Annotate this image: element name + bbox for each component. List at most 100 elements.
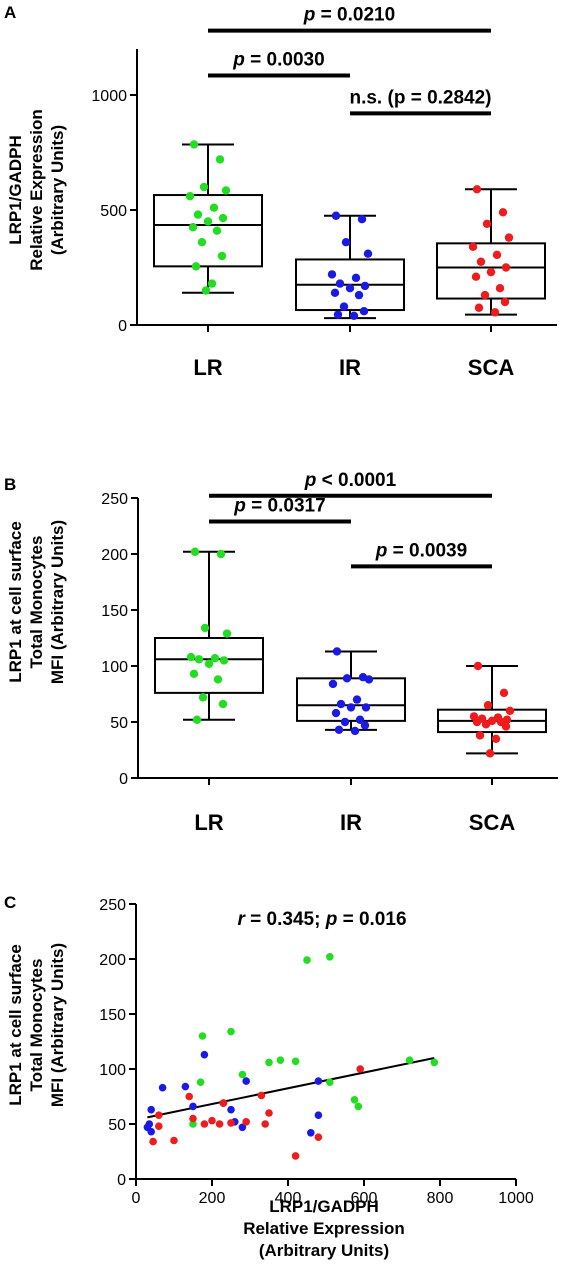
data-point: [215, 155, 225, 164]
data-point: [360, 721, 370, 730]
data-point: [481, 720, 491, 729]
scatter-point: [314, 1111, 323, 1119]
significance-label: p = 0.0030: [232, 49, 324, 70]
data-point: [363, 249, 373, 258]
data-point: [199, 182, 209, 192]
panel-a-letter: A: [4, 3, 16, 22]
significance-label-prefix: p: [233, 496, 246, 517]
panel-c-ylabel-3: MFI (Arbitrary Units): [48, 943, 67, 1107]
scatter-point: [155, 1122, 163, 1130]
scatter-point: [242, 1118, 250, 1126]
panel-c: C LRP1 at cell surface Total Monocytes M…: [4, 893, 534, 1260]
category-label: IR: [340, 810, 362, 835]
scatter-point: [208, 1116, 216, 1125]
scatter-point: [147, 1105, 155, 1114]
data-point: [188, 223, 198, 232]
data-point: [349, 311, 359, 320]
y-tick-label: 0: [117, 1172, 126, 1189]
data-point: [468, 242, 478, 251]
data-point: [505, 706, 515, 715]
data-point: [500, 297, 510, 307]
data-point: [472, 185, 482, 194]
data-point: [190, 547, 200, 556]
scatter-point: [314, 1077, 323, 1085]
data-point: [346, 703, 356, 712]
significance-label-value: = 0.0210: [315, 5, 395, 26]
data-point: [472, 717, 482, 727]
scatter-point: [354, 1102, 363, 1111]
y-tick-label: 50: [110, 715, 128, 732]
scatter-point: [158, 1083, 167, 1092]
data-point: [491, 734, 501, 743]
category-label: SCA: [469, 810, 516, 835]
data-point: [213, 675, 223, 684]
data-point: [342, 674, 352, 683]
data-point: [355, 715, 365, 724]
correlation-annotation-part: = 0.345;: [245, 909, 326, 930]
data-point: [364, 675, 374, 684]
scatter-point: [257, 1091, 266, 1100]
scatter-point: [265, 1058, 273, 1067]
x-tick-label: 1000: [498, 1190, 534, 1207]
data-point: [359, 307, 369, 316]
data-point: [210, 653, 220, 663]
box-iqr: [154, 637, 264, 694]
significance-label: p = 0.0317: [233, 496, 325, 517]
scatter-point: [227, 1119, 235, 1127]
scatter-point: [291, 1152, 300, 1160]
data-point: [334, 725, 344, 735]
data-point: [200, 623, 210, 633]
data-point: [474, 303, 484, 312]
data-point: [354, 290, 364, 300]
data-point: [194, 655, 204, 664]
correlation-annotation: r = 0.345; p = 0.016: [237, 909, 406, 930]
data-point: [192, 715, 202, 724]
x-tick-label: 0: [132, 1190, 141, 1207]
panel-c-plot: 0 50 100 150 200 250 0 200 400 600 800 1000 r = 0.34…: [99, 897, 534, 1207]
data-point: [471, 272, 481, 281]
scatter-point: [189, 1102, 197, 1111]
y-tick-label: 500: [100, 203, 127, 220]
data-point: [331, 708, 341, 718]
x-tick-label: 800: [427, 1190, 454, 1207]
y-tick-label: 100: [101, 659, 128, 676]
correlation-annotation-part: r: [237, 909, 246, 930]
correlation-annotation-part: p: [325, 909, 338, 930]
data-point: [498, 208, 508, 217]
data-point: [186, 652, 196, 662]
scatter-point: [303, 956, 311, 964]
x-tick-label: 600: [351, 1190, 378, 1207]
panel-a-ylabel-2: Relative Expression: [27, 109, 46, 271]
data-point: [335, 279, 345, 288]
scatter-point: [147, 1127, 155, 1136]
scatter-point: [149, 1137, 157, 1146]
scatter-point: [356, 1065, 365, 1073]
y-tick-label: 0: [119, 771, 128, 788]
y-tick-label: 0: [118, 318, 127, 335]
data-point: [217, 251, 227, 261]
panel-c-xlabel-1: LRP1/GADPH: [269, 1197, 379, 1216]
scatter-point: [200, 1120, 209, 1128]
y-tick-label: 150: [99, 1007, 126, 1024]
data-point: [486, 267, 496, 277]
data-point: [185, 192, 195, 201]
significance-label-value: < 0.0001: [316, 470, 396, 491]
data-point: [499, 688, 509, 698]
data-point: [345, 284, 355, 293]
scatter-point: [291, 1057, 300, 1066]
scatter-point: [276, 1056, 285, 1064]
scatter-point: [430, 1058, 439, 1067]
data-point: [480, 290, 490, 300]
data-point: [191, 262, 201, 271]
significance-label-value: p = 0.2842): [394, 87, 492, 108]
scatter-point: [196, 1078, 205, 1086]
significance-label-prefix: p: [232, 49, 245, 70]
data-point: [197, 238, 207, 247]
scatter-point: [326, 1078, 334, 1086]
data-point: [473, 661, 483, 671]
scatter-point: [155, 1111, 163, 1119]
scatter-point: [227, 1105, 235, 1114]
data-point: [492, 250, 502, 260]
